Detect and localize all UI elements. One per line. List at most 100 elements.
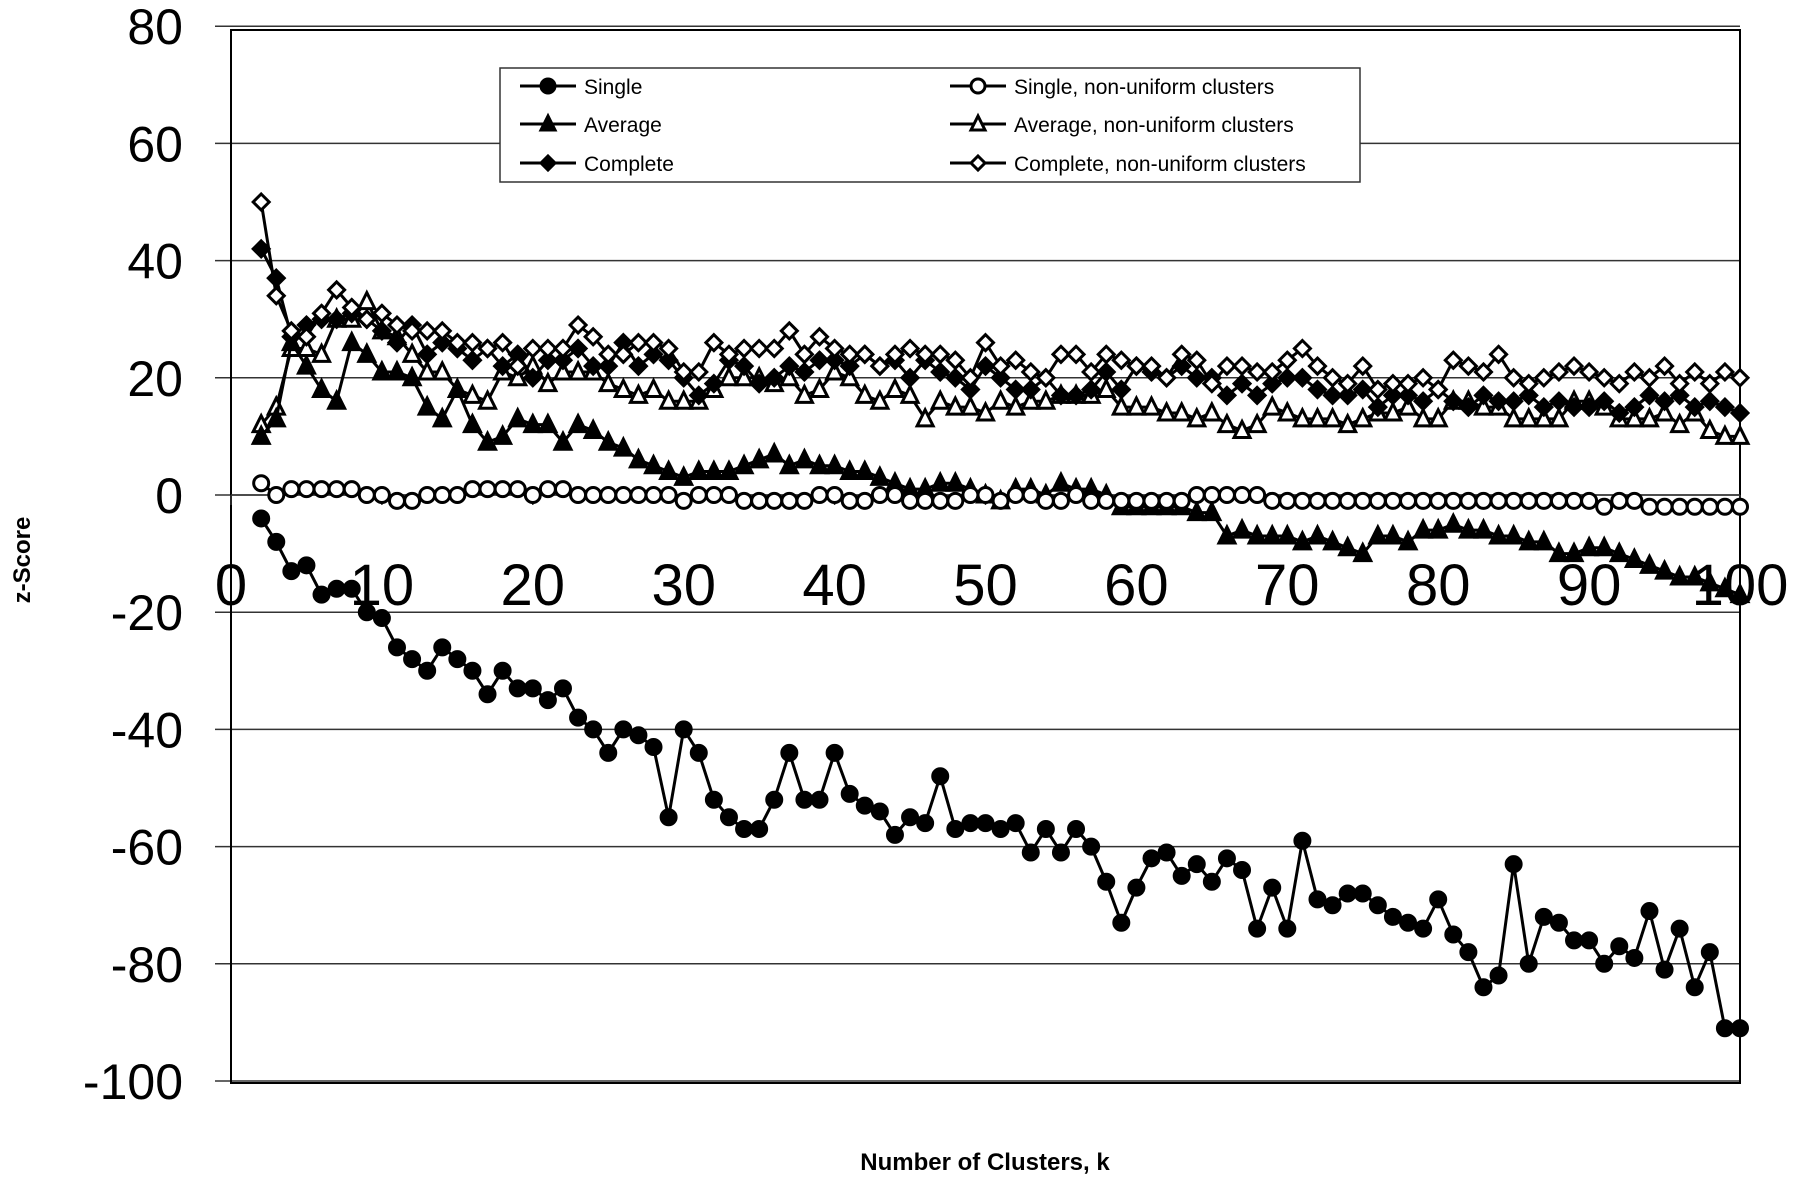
triangle-marker [386, 359, 408, 381]
triangle-marker [929, 470, 951, 492]
circle-marker [1157, 843, 1176, 862]
diamond-marker [251, 238, 272, 260]
circle-marker [1731, 497, 1749, 516]
diamond-marker [1262, 373, 1283, 394]
circle-marker [342, 579, 361, 598]
circle-marker [1308, 491, 1327, 510]
series-layer [250, 191, 1751, 1038]
circle-marker [885, 486, 904, 504]
diamond-marker [552, 338, 574, 359]
diamond-marker [839, 355, 860, 377]
diamond-marker [371, 320, 393, 342]
circle-marker [976, 814, 995, 833]
circle-marker [1610, 937, 1629, 956]
diamond-marker [1654, 391, 1675, 412]
triangle-marker [1050, 470, 1072, 492]
diamond-marker [538, 153, 558, 173]
diamond-marker [1714, 396, 1736, 418]
x-axis-title: Number of Clusters, k [860, 1149, 1110, 1176]
diamond-marker [462, 350, 483, 371]
triangle-marker [507, 406, 529, 428]
diamond-marker [643, 344, 664, 365]
triangle-marker [612, 377, 634, 399]
triangle-marker [959, 394, 981, 416]
legend-label: Single [584, 76, 642, 99]
diamond-marker [1081, 361, 1102, 383]
circle-marker [780, 491, 799, 510]
diamond-marker [824, 338, 845, 359]
circle-marker [1519, 954, 1538, 973]
diamond-marker [1337, 385, 1358, 406]
circle-marker [584, 720, 603, 739]
diamond-marker [1503, 391, 1524, 412]
diamond-marker [613, 344, 634, 365]
diamond-marker [266, 268, 287, 289]
diamond-marker [537, 338, 559, 359]
diamond-marker [824, 350, 845, 371]
diamond-marker [598, 355, 619, 377]
diamond-marker [1563, 355, 1585, 377]
triangle-marker [673, 465, 695, 486]
triangle-marker [718, 459, 740, 481]
circle-marker [1565, 931, 1584, 950]
circle-marker [1263, 878, 1282, 897]
legend-box [499, 67, 1361, 183]
triangle-marker [326, 388, 348, 410]
triangle-marker [1231, 517, 1253, 539]
triangle-marker [597, 371, 619, 393]
circle-marker [1323, 896, 1342, 915]
triangle-marker [446, 377, 468, 399]
circle-marker [704, 486, 723, 504]
triangle-marker [431, 359, 453, 381]
triangle-marker [1156, 400, 1178, 422]
circle-marker [855, 796, 874, 815]
circle-marker [1715, 497, 1734, 516]
diamond-marker [1005, 379, 1026, 400]
circle-marker [267, 486, 286, 504]
diamond-marker [733, 355, 755, 377]
circle-marker [569, 486, 588, 504]
diamond-marker [1699, 391, 1720, 412]
circle-marker [538, 480, 557, 499]
diamond-marker [1096, 344, 1117, 365]
circle-marker [1006, 486, 1025, 504]
diamond-marker [281, 320, 302, 342]
diamond-marker [1111, 379, 1132, 400]
triangle-marker [748, 447, 770, 469]
circle-marker [916, 491, 935, 510]
y-tick-label: -60 [111, 820, 183, 876]
diamond-marker [960, 367, 981, 388]
legend-item: Complete [520, 153, 674, 176]
circle-marker [1112, 913, 1131, 932]
diamond-marker [1639, 385, 1660, 406]
circle-marker [1685, 978, 1704, 997]
y-tick-label: 40 [127, 234, 183, 290]
circle-marker [991, 491, 1010, 510]
circle-marker [252, 509, 271, 528]
triangle-marker [1473, 517, 1494, 539]
diamond-marker [1518, 385, 1539, 406]
circle-marker [297, 480, 316, 499]
circle-marker [312, 480, 331, 499]
circle-marker [599, 743, 618, 762]
circle-marker [1006, 814, 1025, 833]
triangle-marker [1291, 529, 1313, 551]
circle-marker [1323, 491, 1342, 510]
circle-marker [463, 480, 482, 499]
diamond-marker [492, 355, 513, 377]
triangle-marker [265, 406, 287, 428]
circle-marker [1700, 497, 1719, 516]
y-tick-label: -100 [83, 1054, 183, 1110]
circle-marker [1263, 491, 1282, 510]
triangle-marker [854, 459, 876, 481]
circle-marker [825, 743, 844, 762]
circle-marker [1640, 497, 1659, 516]
circle-marker [931, 767, 950, 786]
circle-marker [901, 491, 920, 510]
triangle-marker [1608, 541, 1630, 563]
circle-marker [357, 486, 376, 504]
triangle-marker [1307, 406, 1328, 428]
circle-marker [1142, 849, 1161, 868]
legend-label: Average, non-uniform clusters [1014, 114, 1294, 137]
circle-marker [735, 820, 754, 839]
